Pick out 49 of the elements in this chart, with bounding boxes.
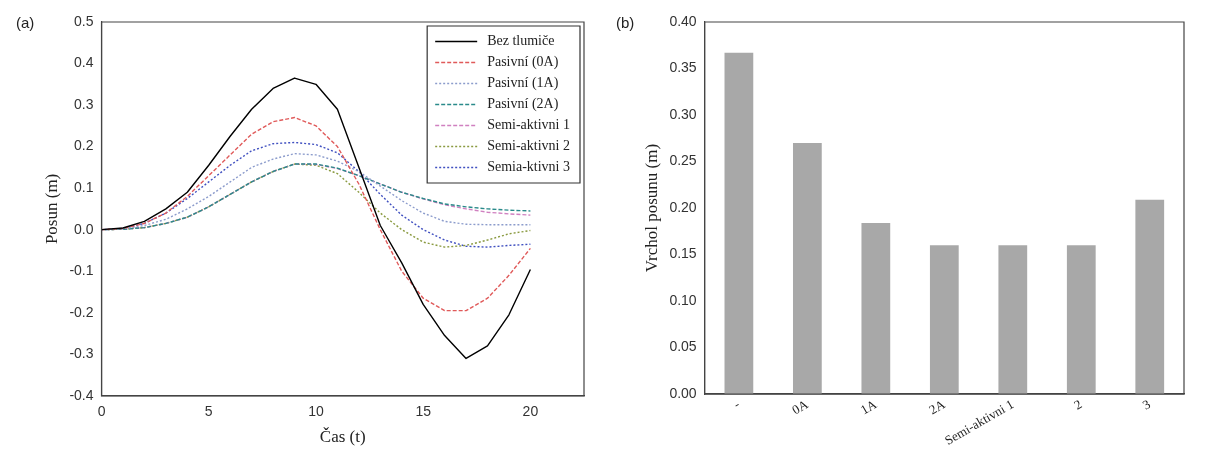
x-tick-label: 2 bbox=[1071, 396, 1085, 413]
legend-label: Pasivní (0A) bbox=[487, 54, 559, 71]
y-tick-label: 0.5 bbox=[74, 12, 94, 29]
x-tick-label: 0A bbox=[789, 396, 812, 418]
y-axis-title: Posun (m) bbox=[41, 173, 61, 245]
x-tick-label: 3 bbox=[1139, 396, 1153, 413]
chart-title: (b) bbox=[616, 14, 635, 32]
x-tick-label: 1A bbox=[857, 396, 880, 418]
legend-label: Semia-ktivni 3 bbox=[487, 159, 570, 175]
y-tick-label: -0.4 bbox=[69, 386, 94, 403]
y-tick-label: 0.35 bbox=[669, 59, 697, 76]
y-tick-label: 0.0 bbox=[74, 220, 94, 237]
bar bbox=[1066, 245, 1096, 395]
x-tick-label: 15 bbox=[415, 403, 432, 420]
y-tick-label: 0.10 bbox=[669, 291, 697, 308]
legend-label: Semi-aktivni 1 bbox=[487, 117, 570, 133]
y-tick-label: 0.40 bbox=[669, 12, 697, 29]
legend-label: Pasivní (2A) bbox=[487, 96, 559, 113]
y-tick-label: 0.30 bbox=[669, 105, 697, 122]
y-tick-label: 0.15 bbox=[669, 245, 697, 262]
bar bbox=[792, 142, 822, 395]
x-tick-label: 10 bbox=[308, 403, 324, 420]
x-tick-label: 0 bbox=[97, 403, 106, 420]
y-axis-title: Vrchol posunu (m) bbox=[641, 143, 661, 273]
legend-label: Bez tlumiče bbox=[487, 33, 555, 49]
y-tick-label: 0.3 bbox=[74, 95, 94, 112]
bar bbox=[998, 245, 1028, 395]
y-tick-label: 0.2 bbox=[74, 137, 94, 154]
y-tick-label: 0.00 bbox=[669, 384, 697, 401]
y-tick-label: 0.25 bbox=[669, 152, 697, 169]
y-tick-label: 0.20 bbox=[669, 198, 697, 215]
bar bbox=[861, 222, 891, 395]
bar bbox=[929, 245, 959, 395]
bar bbox=[1135, 199, 1165, 395]
x-tick-label: 2A bbox=[926, 396, 949, 418]
y-tick-label: 0.05 bbox=[669, 338, 697, 355]
legend-label: Pasivní (1A) bbox=[487, 75, 559, 92]
legend-label: Semi-aktivni 2 bbox=[487, 138, 570, 154]
y-tick-label: 0.4 bbox=[74, 54, 94, 71]
y-tick-label: -0.3 bbox=[69, 345, 94, 362]
x-tick-label: - bbox=[730, 396, 743, 412]
bar bbox=[724, 52, 754, 395]
x-tick-label: 5 bbox=[204, 403, 213, 420]
chart-title: (a) bbox=[16, 14, 35, 32]
x-tick-label: 20 bbox=[522, 403, 539, 420]
y-tick-label: -0.2 bbox=[69, 303, 94, 320]
y-tick-label: -0.1 bbox=[69, 262, 94, 279]
x-axis-title: Čas (t) bbox=[319, 427, 366, 447]
y-tick-label: 0.1 bbox=[74, 178, 94, 195]
